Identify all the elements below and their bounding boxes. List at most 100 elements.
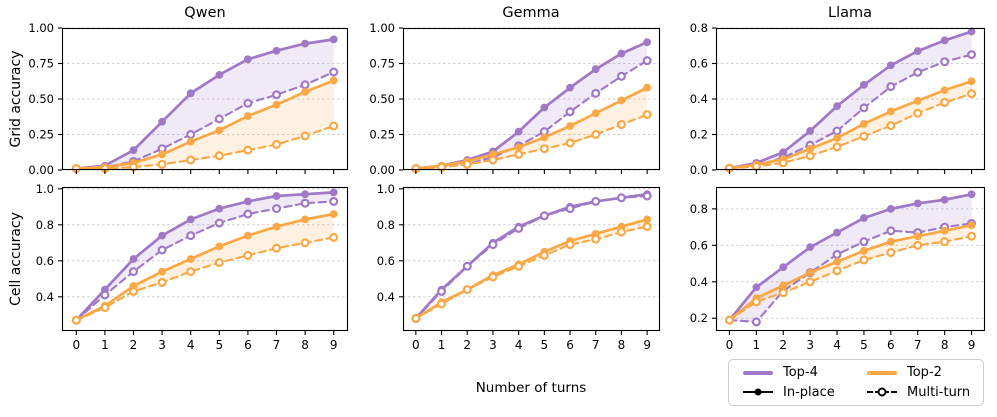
svg-text:0.00: 0.00 xyxy=(28,163,54,177)
x-axis-label: Number of turns xyxy=(475,380,587,396)
svg-text:0.50: 0.50 xyxy=(28,92,54,106)
svg-text:2: 2 xyxy=(130,338,138,352)
svg-text:5: 5 xyxy=(860,338,868,352)
legend-label-inplace: In-place xyxy=(783,384,835,400)
series-top-4-in-place xyxy=(72,35,338,173)
svg-text:0.8: 0.8 xyxy=(690,202,708,216)
svg-text:0.00: 0.00 xyxy=(369,163,395,177)
axes-box xyxy=(61,186,349,332)
svg-text:0.2: 0.2 xyxy=(690,128,708,142)
subplot-cell-qwen: 0.4 0.6 0.8 1.0 0 1 2 3 4 5 6 7 8 9 xyxy=(12,179,360,363)
band-top4 xyxy=(76,39,334,169)
svg-text:0: 0 xyxy=(726,338,734,352)
svg-text:4: 4 xyxy=(833,338,841,352)
series-top-2-multi-turn xyxy=(724,231,977,325)
svg-text:0.25: 0.25 xyxy=(28,128,54,142)
multiturn-line-sample xyxy=(867,387,897,397)
axis-ticks: 0.4 0.6 0.8 1.0 0 1 2 3 4 5 6 7 8 9 xyxy=(377,182,651,352)
svg-text:0.4: 0.4 xyxy=(690,92,708,106)
band-top4 xyxy=(729,31,972,169)
axis-ticks: 0.2 0.4 0.6 0.8 0 1 2 3 4 5 6 7 8 9 xyxy=(690,202,976,352)
svg-text:0.8: 0.8 xyxy=(36,218,54,232)
svg-text:1.0: 1.0 xyxy=(36,182,54,196)
plot-canvas: 0.4 0.6 0.8 1.0 0 1 2 3 4 5 6 7 8 9 xyxy=(377,182,661,352)
svg-text:0.6: 0.6 xyxy=(690,57,708,71)
filled-circle-icon xyxy=(754,388,762,396)
svg-text:3: 3 xyxy=(489,338,497,352)
svg-text:0.0: 0.0 xyxy=(690,163,708,177)
axes-box xyxy=(61,27,349,171)
series-top-2-multi-turn xyxy=(71,232,339,325)
band-top2 xyxy=(76,214,334,321)
svg-text:1: 1 xyxy=(438,338,446,352)
plot-canvas: 0.00 0.25 0.50 0.75 1.00 xyxy=(28,21,349,177)
gridlines xyxy=(403,188,660,298)
legend-item-inplace: In-place xyxy=(743,383,847,402)
column-title-gemma: Gemma xyxy=(502,5,560,21)
svg-text:0.50: 0.50 xyxy=(369,92,395,106)
series-top-2-multi-turn xyxy=(411,110,652,174)
svg-text:5: 5 xyxy=(215,338,223,352)
column-title-qwen: Qwen xyxy=(184,5,226,21)
svg-text:7: 7 xyxy=(914,338,922,352)
series-top-2-in-place xyxy=(725,77,976,173)
subplot-grid-gemma: 0.00 0.25 0.50 0.75 1.00 xyxy=(353,20,672,202)
svg-text:2: 2 xyxy=(779,338,787,352)
svg-text:0.8: 0.8 xyxy=(377,218,395,232)
svg-text:6: 6 xyxy=(887,338,895,352)
svg-text:1: 1 xyxy=(753,338,761,352)
band-top4 xyxy=(729,194,972,322)
axes-box xyxy=(715,27,986,171)
svg-text:0.6: 0.6 xyxy=(690,238,708,252)
band-top4 xyxy=(76,192,334,321)
svg-text:1.00: 1.00 xyxy=(28,21,54,35)
svg-text:7: 7 xyxy=(592,338,600,352)
svg-text:6: 6 xyxy=(244,338,252,352)
legend-item-top4: Top-4 xyxy=(743,363,847,382)
plot-canvas: 0.2 0.4 0.6 0.8 0 1 2 3 4 5 6 7 8 9 xyxy=(690,186,986,352)
svg-text:0.2: 0.2 xyxy=(690,311,708,325)
svg-text:8: 8 xyxy=(941,338,949,352)
axes-box xyxy=(715,186,986,332)
svg-text:9: 9 xyxy=(968,338,976,352)
series-top-2-multi-turn xyxy=(724,89,977,173)
axes-box xyxy=(402,27,661,171)
inplace-line-sample xyxy=(743,387,773,397)
svg-text:4: 4 xyxy=(187,338,195,352)
svg-text:4: 4 xyxy=(515,338,523,352)
legend: Top-4 Top-2 In-place Multi-turn xyxy=(728,359,984,406)
subplot-grid-qwen: 0.00 0.25 0.50 0.75 1.00 xyxy=(12,20,360,202)
plot-canvas: 0.00 0.25 0.50 0.75 1.00 xyxy=(369,21,661,177)
series-top-2-in-place xyxy=(725,221,976,324)
svg-text:9: 9 xyxy=(330,338,338,352)
axis-ticks: 0.00 0.25 0.50 0.75 1.00 xyxy=(28,21,335,177)
series-top-4-in-place xyxy=(72,188,338,325)
svg-text:1.00: 1.00 xyxy=(369,21,395,35)
legend-label-top4: Top-4 xyxy=(783,365,818,381)
svg-text:1: 1 xyxy=(101,338,109,352)
axis-ticks: 0.00 0.25 0.50 0.75 1.00 xyxy=(369,21,648,177)
column-title-llama: Llama xyxy=(827,5,873,21)
plot-canvas: 0.0 0.2 0.4 0.6 0.8 xyxy=(690,21,986,177)
svg-text:0.6: 0.6 xyxy=(377,254,395,268)
plot-canvas: 0.4 0.6 0.8 1.0 0 1 2 3 4 5 6 7 8 9 xyxy=(36,182,349,352)
top4-color-swatch xyxy=(743,370,773,375)
svg-text:2: 2 xyxy=(463,338,471,352)
svg-text:8: 8 xyxy=(301,338,309,352)
band-top2 xyxy=(76,80,334,169)
legend-item-multiturn: Multi-turn xyxy=(867,383,975,402)
open-circle-icon xyxy=(877,387,887,397)
band-top2 xyxy=(415,87,648,169)
subplot-cell-gemma: 0.4 0.6 0.8 1.0 0 1 2 3 4 5 6 7 8 9 xyxy=(353,179,672,363)
series-top-2-multi-turn xyxy=(71,121,339,174)
svg-text:8: 8 xyxy=(618,338,626,352)
svg-text:3: 3 xyxy=(806,338,814,352)
svg-text:0.6: 0.6 xyxy=(36,254,54,268)
svg-text:3: 3 xyxy=(158,338,166,352)
svg-text:1.0: 1.0 xyxy=(377,182,395,196)
svg-text:0.8: 0.8 xyxy=(690,21,708,35)
svg-text:0.4: 0.4 xyxy=(36,290,54,304)
svg-text:5: 5 xyxy=(541,338,549,352)
svg-text:0.4: 0.4 xyxy=(690,275,708,289)
axes-box xyxy=(402,186,661,332)
